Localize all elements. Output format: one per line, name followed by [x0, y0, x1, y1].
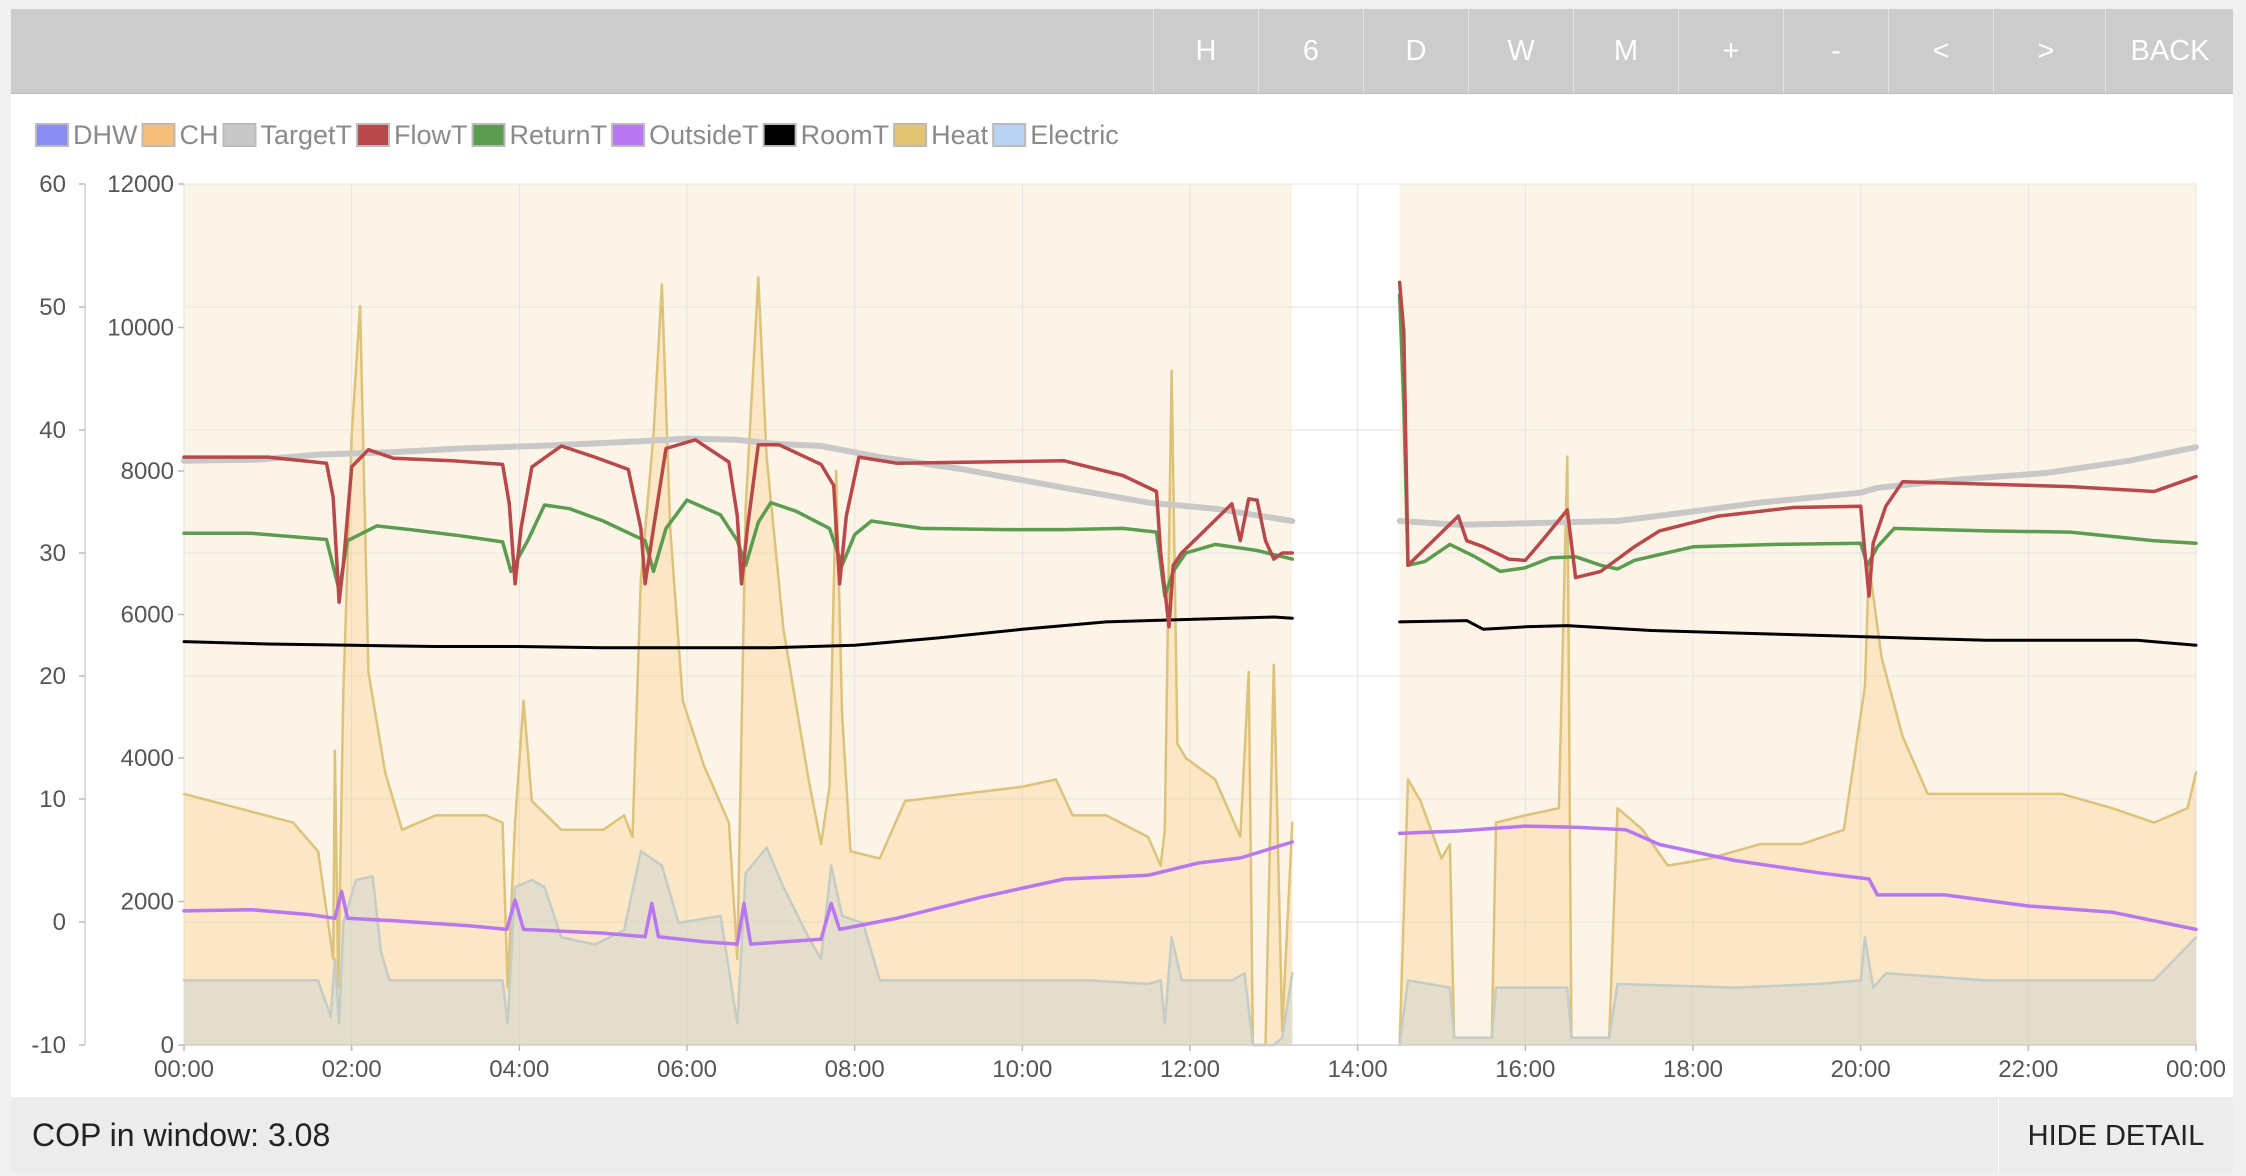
series-line-outsidet	[182, 824, 2198, 946]
x-axis-tick-label: 04:00	[489, 1056, 549, 1083]
range-6-hour-button[interactable]: 6	[1258, 9, 1363, 93]
chart-svg[interactable]: 60 50 40 30 20 10 0 -10 12000 10000 8000 6000 4000 20…	[11, 105, 2233, 1095]
legend-label-dhw: DHW	[73, 120, 138, 150]
x-axis-tick-label: 02:00	[322, 1056, 382, 1083]
range-week-button[interactable]: W	[1468, 9, 1573, 93]
legend-swatch-ch	[141, 123, 176, 147]
zoom-out-button[interactable]: -	[1783, 9, 1888, 93]
temp-axis-tick-label: 50	[39, 294, 66, 321]
legend-label-targett: TargetT	[260, 120, 352, 150]
x-axis-tick-label: 18:00	[1663, 1056, 1723, 1083]
pan-left-button[interactable]: <	[1888, 9, 1993, 93]
temp-axis-tick-label: 60	[39, 171, 66, 198]
legend-swatch-flowt	[356, 123, 391, 147]
x-axis-tick-label: 00:00	[2166, 1056, 2226, 1083]
range-month-button[interactable]: M	[1573, 9, 1678, 93]
x-axis-tick-label: 12:00	[1160, 1056, 1220, 1083]
x-axis-tick-label: 08:00	[825, 1056, 885, 1083]
legend-swatch-electric	[992, 123, 1027, 147]
legend-swatch-heat	[893, 123, 928, 147]
series-line-flowt	[182, 280, 2198, 629]
legend-label-returnt: ReturnT	[510, 120, 608, 150]
series-fill-electric	[184, 847, 2196, 1045]
legend-label-ch: CH	[179, 120, 218, 150]
legend-swatch-dhw	[35, 123, 69, 147]
toolbar: H 6 D W M + - < > BACK	[11, 9, 2233, 94]
app-frame: H 6 D W M + - < > BACK 60 50 40 30 20 10 0 -10 1…	[11, 9, 2233, 1173]
legend-swatch-roomt	[762, 123, 797, 147]
x-axis-tick-label: 06:00	[657, 1056, 717, 1083]
legend-label-electric: Electric	[1030, 120, 1119, 150]
legend-label-outsidet: OutsideT	[649, 120, 759, 150]
pan-right-button[interactable]: >	[1993, 9, 2098, 93]
series-line-roomt	[182, 615, 2198, 650]
legend-label-flowt: FlowT	[394, 120, 468, 150]
temp-axis-tick-label: 30	[39, 540, 66, 567]
chart-area: 60 50 40 30 20 10 0 -10 12000 10000 8000 6000 4000 20…	[11, 105, 2233, 1095]
power-axis-tick-label: 4000	[121, 745, 174, 772]
x-axis-tick-label: 16:00	[1495, 1056, 1555, 1083]
series-line-electric	[182, 846, 2198, 1047]
x-axis-tick-label: 14:00	[1328, 1056, 1388, 1083]
temp-axis-tick-label: 10	[39, 786, 66, 813]
temp-axis-tick-label: 0	[53, 909, 66, 936]
range-hour-button[interactable]: H	[1153, 9, 1258, 93]
power-axis-tick-label: 6000	[121, 602, 174, 629]
legend-swatch-outsidet	[611, 123, 646, 147]
ch-band	[1399, 184, 2196, 1045]
cop-readout: COP in window: 3.08	[32, 1117, 331, 1153]
x-axis-tick-label: 20:00	[1831, 1056, 1891, 1083]
power-axis-tick-label: 0	[161, 1032, 174, 1059]
zoom-in-button[interactable]: +	[1678, 9, 1783, 93]
series-fill-heat	[184, 277, 2196, 1045]
hide-detail-button[interactable]: HIDE DETAIL	[1998, 1097, 2233, 1173]
power-axis-tick-label: 12000	[107, 171, 174, 198]
back-button[interactable]: BACK	[2105, 9, 2234, 93]
footer-bar: COP in window: 3.08 HIDE DETAIL	[11, 1097, 2233, 1173]
temp-axis-tick-label: 40	[39, 417, 66, 444]
temp-axis-tick-label: -10	[31, 1032, 66, 1059]
legend-swatch-targett	[222, 123, 257, 147]
legend-label-heat: Heat	[931, 120, 989, 150]
legend-label-roomt: RoomT	[801, 120, 890, 150]
x-axis-tick-label: 00:00	[154, 1056, 214, 1083]
x-axis-tick-label: 22:00	[1998, 1056, 2058, 1083]
power-axis-tick-label: 8000	[121, 458, 174, 485]
legend-swatch-returnt	[471, 123, 506, 147]
range-day-button[interactable]: D	[1363, 9, 1468, 93]
temp-axis-tick-label: 20	[39, 663, 66, 690]
series-line-targett	[181, 435, 2199, 528]
power-axis-tick-label: 2000	[121, 889, 174, 916]
power-axis-tick-label: 10000	[107, 315, 174, 342]
x-axis-tick-label: 10:00	[992, 1056, 1052, 1083]
